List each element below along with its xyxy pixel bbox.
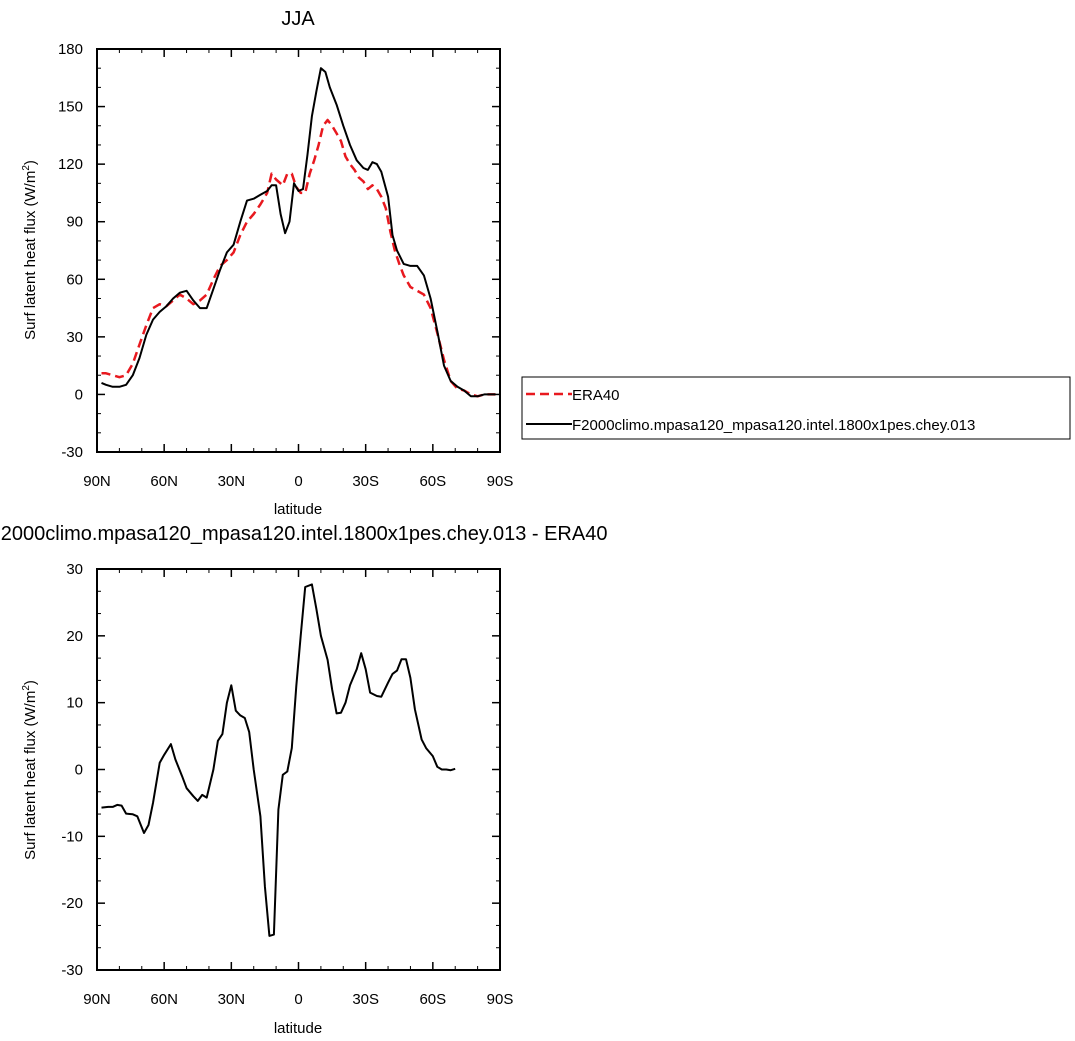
top-ytick-label: 180 [58, 41, 83, 58]
top-xtick-label: 90N [83, 473, 111, 490]
bottom-plot-area: -30 -20 -10 0 10 20 30 90N 60N 30N 0 30S 60S 90S [61, 561, 513, 1008]
bottom-ytick-label: 30 [66, 561, 83, 578]
top-ytick-label: -30 [61, 444, 83, 461]
bottom-xtick-label: 0 [294, 991, 302, 1008]
top-xtick-label: 60N [150, 473, 178, 490]
bottom-ytick-label: -30 [61, 962, 83, 979]
bottom-ytick-label: 10 [66, 695, 83, 712]
bottom-ytick-label: -20 [61, 895, 83, 912]
top-plot-area: -30 0 30 60 90 120 150 180 90N 60N 30N 0 30S 60S 90S [58, 41, 513, 490]
top-panel: JJA -30 0 30 60 90 120 150 180 90N 60N 30N 0 30S 60S 9… [21, 8, 1071, 518]
top-xtick-label: 30S [352, 473, 379, 490]
bottom-ytick-label: -10 [61, 828, 83, 845]
bottom-ytick-label: 20 [66, 628, 83, 645]
top-series-model-line [101, 67, 496, 398]
top-ytick-label: 90 [66, 214, 83, 231]
legend-label-era40: ERA40 [572, 387, 620, 404]
top-panel-title: JJA [281, 8, 315, 30]
bottom-xtick-label: 60N [150, 991, 178, 1008]
top-ytick-label: 150 [58, 99, 83, 116]
bottom-panel-xlabel: latitude [274, 1020, 322, 1037]
top-xtick-label: 30N [218, 473, 246, 490]
top-ytick-label: 30 [66, 329, 83, 346]
top-xtick-label: 90S [487, 473, 514, 490]
top-ytick-label: 120 [58, 156, 83, 173]
bottom-xtick-label: 90N [83, 991, 111, 1008]
bottom-plot-frame [96, 568, 501, 971]
legend: ERA40 F2000climo.mpasa120_mpasa120.intel… [521, 376, 1071, 440]
bottom-panel: F2000climo.mpasa120_mpasa120.intel.1800x… [0, 523, 607, 1037]
top-xtick-label: 60S [419, 473, 446, 490]
bottom-xtick-label: 30N [218, 991, 246, 1008]
top-ytick-label: 0 [75, 386, 83, 403]
top-series-era40-line [101, 118, 496, 398]
bottom-xtick-label: 90S [487, 991, 514, 1008]
bottom-panel-ylabel: Surf latent heat flux (W/m2) [21, 680, 39, 860]
top-panel-ylabel: Surf latent heat flux (W/m2) [21, 160, 39, 340]
bottom-xtick-label: 30S [352, 991, 379, 1008]
bottom-panel-title: F2000climo.mpasa120_mpasa120.intel.1800x… [0, 523, 607, 545]
top-plot-frame [96, 48, 501, 453]
top-panel-xlabel: latitude [274, 501, 322, 518]
bottom-ytick-label: 0 [75, 762, 83, 779]
bottom-xtick-label: 60S [419, 991, 446, 1008]
legend-box [521, 376, 1071, 440]
legend-label-f2000climo: F2000climo.mpasa120_mpasa120.intel.1800x… [572, 417, 975, 434]
top-ytick-label: 60 [66, 271, 83, 288]
top-xtick-label: 0 [294, 473, 302, 490]
bottom-series-model-line [101, 583, 456, 937]
